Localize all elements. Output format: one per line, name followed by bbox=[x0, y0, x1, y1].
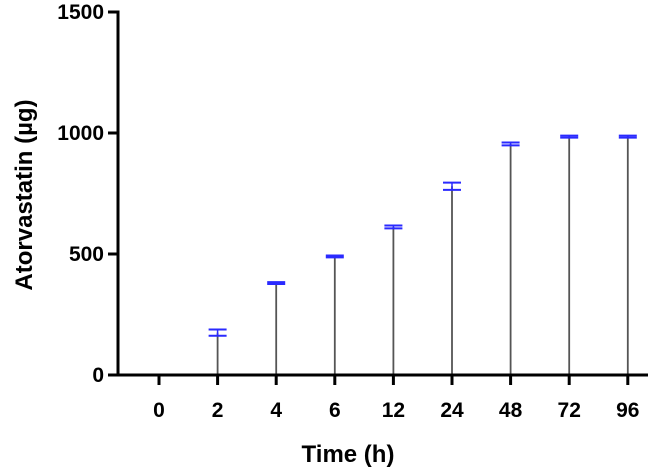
x-tick-label: 96 bbox=[616, 399, 639, 422]
x-tick-label: 12 bbox=[382, 399, 405, 422]
error-bars bbox=[208, 134, 637, 337]
y-tick-label: 500 bbox=[69, 243, 104, 266]
x-tick-label: 72 bbox=[558, 399, 581, 422]
bars bbox=[216, 136, 629, 375]
y-tick-label: 1500 bbox=[57, 1, 104, 24]
x-tick-label: 4 bbox=[270, 399, 282, 422]
x-axis-title: Time (h) bbox=[302, 441, 395, 468]
y-axis-title: Atorvastatin (µg) bbox=[11, 99, 38, 290]
x-tick-label: 24 bbox=[440, 399, 464, 422]
y-tick-label: 1000 bbox=[57, 122, 104, 145]
x-tick-label: 48 bbox=[499, 399, 523, 422]
axis-ticks bbox=[108, 10, 630, 385]
x-tick-label: 2 bbox=[212, 399, 224, 422]
x-tick-label: 0 bbox=[153, 399, 165, 422]
x-tick-label: 6 bbox=[329, 399, 341, 422]
x-tick-labels: 0 2 4 6 12 24 48 72 96 bbox=[153, 399, 639, 422]
y-tick-label: 0 bbox=[92, 364, 104, 387]
y-tick-labels: 0 500 1000 1500 bbox=[57, 1, 104, 387]
